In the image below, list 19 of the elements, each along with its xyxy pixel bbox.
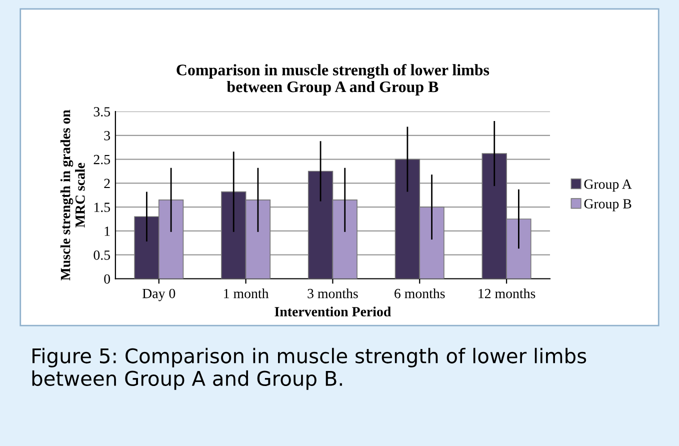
y-axis-title: Muscle strength in grades on MRC scale (60, 110, 85, 280)
caption: Figure 5: Comparison in muscle strength of lower limbs between Group A and Group B. (32, 348, 586, 390)
y-tick-label: 1.5 (94, 202, 110, 212)
y-tick-label: 3.5 (94, 107, 110, 117)
legend-label: Group A (584, 180, 632, 192)
legend-label: Group B (584, 199, 632, 212)
chart-title: Comparison in muscle strength of lower limbs between Group A and Group B (176, 64, 490, 96)
x-tick-label: 3 months (308, 288, 358, 298)
y-tick-label: 0 (104, 274, 110, 284)
y-tick-label: 3 (104, 131, 110, 140)
y-tick-label: 0.5 (94, 250, 110, 260)
x-tick-label: 12 months (478, 288, 536, 298)
y-tick-label: 1 (104, 226, 110, 236)
y-tick-label: 2 (104, 178, 110, 188)
x-tick-label: 6 months (394, 288, 445, 298)
x-tick-label: 1 month (224, 288, 269, 298)
x-axis-title: Intervention Period (274, 306, 391, 316)
y-tick-label: 2.5 (94, 154, 110, 164)
x-tick-label: Day 0 (142, 288, 176, 302)
